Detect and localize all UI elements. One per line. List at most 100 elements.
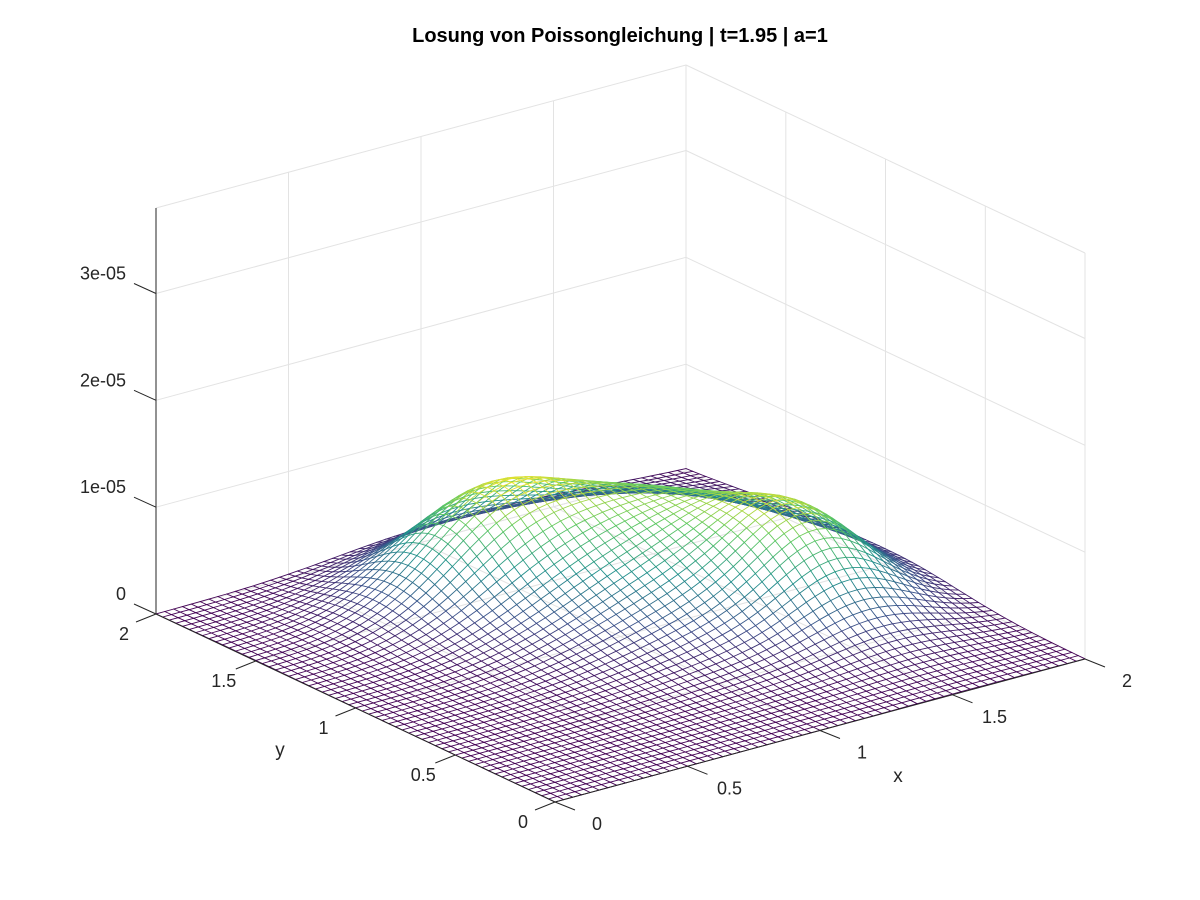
mesh-segment bbox=[341, 562, 351, 568]
mesh-segment bbox=[288, 591, 296, 595]
mesh-segment bbox=[500, 490, 511, 496]
mesh-segment bbox=[261, 618, 272, 623]
mesh-segment bbox=[341, 582, 349, 585]
mesh-segment bbox=[653, 528, 663, 536]
mesh-segment bbox=[883, 587, 891, 598]
mesh-segment bbox=[553, 480, 561, 485]
mesh-segment bbox=[648, 553, 659, 561]
mesh-segment bbox=[867, 657, 876, 664]
mesh-segment bbox=[692, 470, 700, 475]
mesh-segment bbox=[297, 629, 305, 634]
mesh-segment bbox=[1038, 653, 1048, 657]
mesh-segment bbox=[896, 637, 907, 641]
mesh-segment bbox=[894, 581, 902, 591]
mesh-segment bbox=[255, 595, 265, 600]
mesh-segment bbox=[593, 515, 601, 524]
mesh-segment bbox=[387, 631, 396, 637]
mesh-segment bbox=[759, 497, 769, 501]
mesh-segment bbox=[197, 604, 208, 608]
mesh-segment bbox=[998, 655, 1006, 660]
mesh-segment bbox=[918, 619, 929, 621]
mesh-segment bbox=[900, 569, 911, 575]
mesh-segment bbox=[912, 671, 920, 677]
mesh-segment bbox=[558, 623, 568, 630]
mesh-segment bbox=[343, 621, 354, 628]
mesh-segment bbox=[573, 586, 582, 595]
mesh-segment bbox=[235, 610, 243, 615]
mesh-segment bbox=[821, 547, 831, 552]
mesh-segment bbox=[1024, 628, 1033, 633]
mesh-segment bbox=[797, 601, 807, 610]
mesh-segment bbox=[431, 548, 440, 555]
mesh-segment bbox=[566, 524, 577, 531]
mesh-segment bbox=[856, 630, 867, 636]
mesh-segment bbox=[354, 564, 363, 567]
mesh-segment bbox=[500, 603, 509, 612]
mesh-segment bbox=[741, 549, 752, 559]
mesh-segment bbox=[969, 602, 977, 608]
mesh-segment bbox=[894, 613, 905, 615]
mesh-segment bbox=[969, 602, 980, 604]
mesh-segment bbox=[505, 566, 515, 575]
mesh-segment bbox=[633, 597, 644, 605]
mesh-segment bbox=[606, 530, 615, 539]
mesh-segment bbox=[1022, 634, 1031, 639]
mesh-segment bbox=[772, 556, 781, 567]
mesh-segment bbox=[666, 593, 675, 601]
mesh-segment bbox=[620, 630, 628, 638]
mesh-segment bbox=[698, 486, 709, 488]
mesh-segment bbox=[956, 634, 966, 637]
mesh-segment bbox=[505, 616, 515, 624]
mesh-segment bbox=[834, 568, 845, 573]
mesh-segment bbox=[896, 604, 905, 614]
mesh-segment bbox=[306, 621, 316, 627]
mesh-segment bbox=[1031, 632, 1039, 637]
mesh-segment bbox=[940, 631, 949, 638]
mesh-segment bbox=[358, 569, 367, 571]
mesh-segment bbox=[867, 617, 878, 621]
mesh-segment bbox=[640, 643, 650, 649]
mesh-segment bbox=[832, 630, 843, 636]
mesh-segment bbox=[493, 539, 502, 550]
mesh-segment bbox=[548, 487, 559, 490]
mesh-segment bbox=[617, 486, 628, 489]
mesh-segment bbox=[580, 501, 588, 510]
mesh-segment bbox=[754, 493, 763, 496]
mesh-segment bbox=[615, 525, 624, 533]
mesh-segment bbox=[398, 608, 409, 616]
mesh-segment bbox=[630, 522, 641, 528]
mesh-segment bbox=[770, 499, 780, 505]
mesh-segment bbox=[704, 602, 712, 611]
mesh-segment bbox=[676, 482, 687, 486]
mesh-segment bbox=[916, 627, 924, 635]
grid-edge bbox=[685, 64, 1086, 254]
mesh-segment bbox=[945, 597, 955, 599]
mesh-segment bbox=[892, 621, 902, 625]
mesh-segment bbox=[681, 489, 690, 493]
mesh-segment bbox=[164, 608, 175, 612]
mesh-segment bbox=[644, 500, 654, 505]
mesh-segment bbox=[440, 538, 449, 545]
mesh-segment bbox=[923, 634, 931, 641]
mesh-segment bbox=[193, 617, 201, 622]
mesh-segment bbox=[699, 574, 710, 583]
mesh-segment bbox=[460, 556, 469, 566]
mesh-segment bbox=[224, 618, 232, 623]
mesh-segment bbox=[502, 524, 513, 533]
mesh-segment bbox=[496, 622, 507, 630]
mesh-segment bbox=[473, 515, 482, 524]
mesh-segment bbox=[1051, 642, 1059, 647]
mesh-segment bbox=[462, 540, 471, 549]
mesh-segment bbox=[513, 559, 524, 568]
mesh-segment bbox=[281, 630, 290, 635]
mesh-segment bbox=[626, 510, 635, 518]
mesh-segment bbox=[593, 485, 603, 487]
mesh-segment bbox=[956, 679, 967, 683]
mesh-segment bbox=[518, 527, 528, 535]
mesh-segment bbox=[361, 562, 369, 566]
mesh-segment bbox=[967, 628, 975, 634]
mesh-segment bbox=[1049, 645, 1059, 649]
mesh-segment bbox=[1000, 628, 1008, 634]
mesh-segment bbox=[850, 579, 858, 591]
mesh-segment bbox=[892, 623, 900, 632]
